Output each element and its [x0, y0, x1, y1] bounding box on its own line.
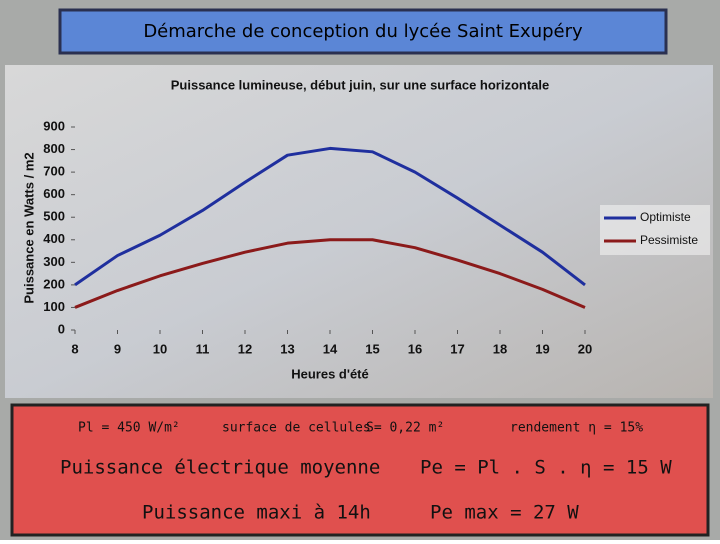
y-tick-label: 800	[43, 141, 65, 156]
x-tick-label: 17	[450, 341, 464, 356]
note: Puissance maxi à 14h	[142, 502, 371, 524]
y-tick-label: 300	[43, 254, 65, 269]
x-tick-label: 14	[323, 341, 338, 356]
x-tick-label: 9	[114, 341, 121, 356]
note: Puissance électrique moyenne	[60, 457, 380, 479]
x-tick-label: 18	[493, 341, 507, 356]
line	[74, 238, 586, 309]
x-axis-label: Heures d'été	[291, 366, 369, 381]
plot: 0 100 200 300 400 500 600 700 800 900 8 9 10 11 12 13 14…	[43, 118, 710, 356]
header-title: Démarche de conception du lycée Saint Ex…	[143, 21, 583, 42]
y-tick-label: 400	[43, 231, 65, 246]
line	[74, 146, 586, 287]
note: Pl = 450 W/m²	[78, 421, 180, 436]
note: rendement η = 15%	[510, 421, 643, 436]
legend-box	[600, 205, 710, 255]
chart-title: Puissance lumineuse, début juin, sur une…	[171, 77, 550, 92]
x-tick-label: 12	[238, 341, 252, 356]
x-tick-label: 19	[535, 341, 549, 356]
y-tick-label: 700	[43, 164, 65, 179]
note: Pe = Pl . S . η = 15 W	[420, 457, 672, 479]
note: Pe max = 27 W	[430, 502, 579, 524]
x-tick-label: 13	[280, 341, 294, 356]
y-tick-label: 500	[43, 209, 65, 224]
x-tick-label: 10	[153, 341, 167, 356]
y-tick-label: 100	[43, 299, 65, 314]
x-tick-label: 16	[408, 341, 422, 356]
header-box	[58, 8, 668, 55]
legend-label: Optimiste	[640, 210, 691, 224]
x-tick-label: 11	[196, 341, 210, 356]
y-tick-label: 900	[43, 118, 65, 133]
y-axis-label: Puissance en Watts / m2	[21, 152, 36, 303]
x-tick-label: 8	[71, 341, 78, 356]
y-tick-label: 0	[58, 321, 65, 336]
x-tick-label: 20	[578, 341, 592, 356]
note: S= 0,22 m²	[366, 421, 444, 436]
notes-box	[10, 403, 710, 537]
chart-panel	[5, 65, 713, 398]
x-tick-label: 15	[365, 341, 379, 356]
y-tick-label: 600	[43, 186, 65, 201]
y-tick-label: 200	[43, 276, 65, 291]
note: surface de cellules	[222, 421, 371, 436]
legend-label: Pessimiste	[640, 233, 698, 247]
